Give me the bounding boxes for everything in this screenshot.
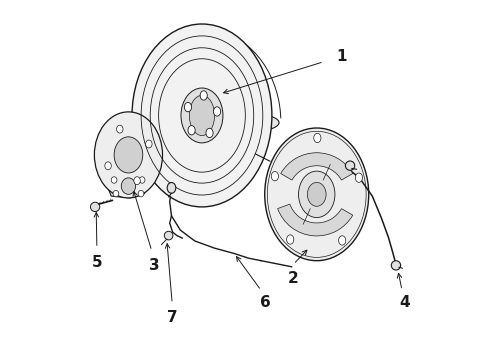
Ellipse shape — [164, 231, 173, 240]
Ellipse shape — [91, 202, 100, 212]
Text: 6: 6 — [260, 296, 271, 310]
Ellipse shape — [139, 177, 145, 183]
Ellipse shape — [345, 161, 355, 170]
Ellipse shape — [314, 133, 321, 143]
Ellipse shape — [339, 236, 346, 245]
Ellipse shape — [265, 128, 368, 261]
Text: 2: 2 — [288, 271, 299, 287]
Ellipse shape — [184, 103, 192, 112]
Ellipse shape — [95, 112, 163, 198]
Ellipse shape — [355, 173, 363, 183]
Ellipse shape — [307, 183, 326, 206]
Wedge shape — [281, 153, 353, 180]
Ellipse shape — [214, 107, 220, 116]
Ellipse shape — [111, 177, 117, 183]
Ellipse shape — [139, 109, 279, 136]
Text: 4: 4 — [399, 296, 410, 310]
Ellipse shape — [189, 95, 215, 136]
Ellipse shape — [138, 190, 144, 197]
Ellipse shape — [206, 128, 213, 138]
Ellipse shape — [298, 171, 335, 217]
Ellipse shape — [392, 261, 401, 270]
Text: 5: 5 — [92, 255, 102, 270]
Ellipse shape — [114, 137, 143, 173]
Ellipse shape — [117, 125, 123, 133]
Ellipse shape — [122, 178, 136, 194]
Text: 3: 3 — [149, 258, 160, 273]
Ellipse shape — [167, 183, 176, 193]
Ellipse shape — [287, 235, 294, 244]
Ellipse shape — [134, 177, 140, 185]
Text: 7: 7 — [167, 310, 177, 325]
Ellipse shape — [113, 190, 119, 197]
Ellipse shape — [271, 171, 278, 181]
Ellipse shape — [200, 91, 207, 100]
Wedge shape — [278, 204, 353, 236]
Text: 1: 1 — [337, 49, 347, 64]
Ellipse shape — [181, 88, 223, 143]
Polygon shape — [107, 175, 145, 198]
Ellipse shape — [132, 24, 272, 207]
Ellipse shape — [105, 162, 111, 170]
Ellipse shape — [146, 140, 152, 148]
Ellipse shape — [188, 126, 195, 135]
